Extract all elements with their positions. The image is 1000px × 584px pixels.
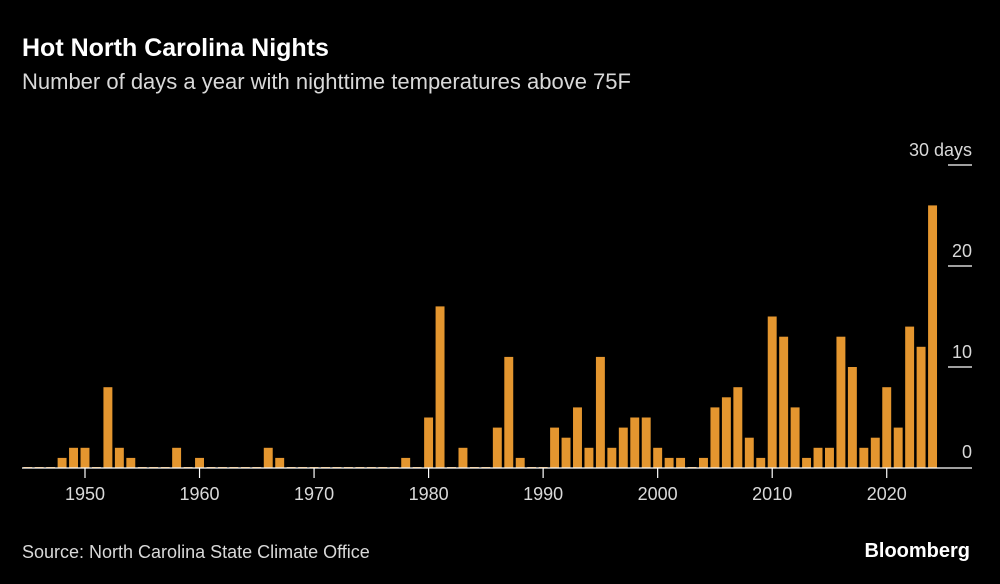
y-tick-label: 30 days bbox=[909, 140, 972, 160]
bar-1981 bbox=[435, 306, 445, 468]
bar-2016 bbox=[836, 336, 846, 468]
bar-2020 bbox=[882, 387, 892, 468]
bar-1993 bbox=[573, 407, 582, 468]
bar-2009 bbox=[756, 457, 766, 468]
bar-2017 bbox=[847, 367, 857, 468]
y-tick-label: 0 bbox=[962, 442, 972, 462]
bar-2019 bbox=[870, 437, 880, 468]
bar-1960 bbox=[195, 457, 204, 468]
bar-2006 bbox=[721, 397, 731, 468]
bar-2005 bbox=[710, 407, 720, 468]
bar-2008 bbox=[744, 437, 754, 468]
bar-1986 bbox=[492, 427, 502, 468]
bar-2007 bbox=[733, 387, 743, 468]
bar-1998 bbox=[630, 417, 640, 468]
bar-1991 bbox=[550, 427, 560, 468]
x-tick-label: 1990 bbox=[523, 484, 563, 504]
x-tick-label: 2000 bbox=[638, 484, 678, 504]
bar-2022 bbox=[905, 326, 915, 468]
bar-1994 bbox=[584, 447, 594, 468]
x-tick-label: 1970 bbox=[294, 484, 334, 504]
bar-2001 bbox=[664, 457, 674, 468]
bar-1967 bbox=[275, 457, 285, 468]
bar-1992 bbox=[561, 437, 571, 468]
bar-1983 bbox=[458, 447, 468, 468]
bar-2004 bbox=[699, 457, 708, 468]
bar-1978 bbox=[401, 457, 411, 468]
bar-2021 bbox=[893, 427, 903, 468]
bar-1980 bbox=[424, 417, 434, 468]
y-tick-label: 20 bbox=[952, 241, 972, 261]
x-tick-label: 1960 bbox=[180, 484, 220, 504]
x-tick-label: 1950 bbox=[65, 484, 105, 504]
bar-2015 bbox=[824, 447, 834, 468]
bar-2011 bbox=[779, 336, 789, 468]
chart-subtitle: Number of days a year with nighttime tem… bbox=[22, 69, 631, 94]
bar-1958 bbox=[172, 447, 182, 468]
bloomberg-logo: Bloomberg bbox=[864, 540, 970, 562]
source-note: Source: North Carolina State Climate Off… bbox=[22, 542, 370, 562]
bar-2002 bbox=[676, 457, 686, 468]
x-tick-label: 2020 bbox=[867, 484, 907, 504]
bar-1988 bbox=[515, 457, 525, 468]
bar-1966 bbox=[263, 447, 273, 468]
bar-1997 bbox=[618, 427, 628, 468]
chart-title: Hot North Carolina Nights bbox=[22, 34, 329, 62]
bar-1995 bbox=[595, 356, 605, 468]
bar-1953 bbox=[114, 447, 124, 468]
bar-1952 bbox=[103, 387, 113, 468]
y-tick-label: 10 bbox=[952, 342, 972, 362]
bar-1996 bbox=[607, 447, 617, 468]
bar-2010 bbox=[767, 316, 777, 468]
bar-2000 bbox=[653, 447, 663, 468]
bar-1948 bbox=[57, 457, 67, 468]
bar-1987 bbox=[504, 356, 514, 468]
bar-1999 bbox=[641, 417, 651, 468]
bar-1949 bbox=[69, 447, 79, 468]
x-tick-label: 2010 bbox=[752, 484, 792, 504]
bar-2018 bbox=[859, 447, 869, 468]
bar-1950 bbox=[80, 447, 90, 468]
bar-2024 bbox=[928, 205, 938, 468]
bar-2014 bbox=[813, 447, 823, 468]
bar-2013 bbox=[802, 457, 812, 468]
bar-1954 bbox=[126, 457, 136, 468]
bar-2023 bbox=[916, 346, 926, 468]
bar-2012 bbox=[790, 407, 800, 468]
x-tick-label: 1980 bbox=[409, 484, 449, 504]
